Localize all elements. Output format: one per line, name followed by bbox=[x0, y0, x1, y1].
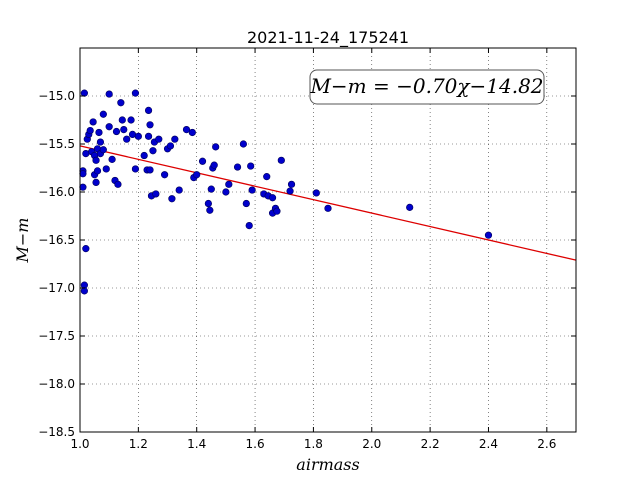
x-tick-label: 2.2 bbox=[421, 437, 440, 451]
data-point bbox=[268, 194, 277, 202]
data-point bbox=[86, 126, 94, 135]
y-tick-label: −17.5 bbox=[38, 329, 75, 343]
data-point bbox=[204, 199, 212, 208]
data-point bbox=[118, 116, 126, 124]
data-point bbox=[79, 183, 87, 191]
fit-annotation: M−m = −0.70χ−14.82 bbox=[309, 69, 545, 105]
data-points bbox=[79, 89, 493, 295]
data-point bbox=[92, 156, 100, 164]
y-tick-label: −16.0 bbox=[38, 185, 75, 199]
data-point bbox=[152, 190, 160, 198]
x-tick-label: 2.4 bbox=[479, 437, 498, 451]
x-tick-label: 1.6 bbox=[246, 437, 265, 451]
data-point bbox=[242, 199, 250, 208]
x-axis-ticks: 1.0 1.2 1.4 1.6 1.8 2.0 2.2 2.4 2.6 bbox=[70, 48, 556, 451]
data-point bbox=[140, 151, 148, 160]
data-point bbox=[406, 203, 414, 211]
data-point bbox=[82, 245, 90, 253]
data-point bbox=[92, 178, 100, 186]
data-point bbox=[168, 195, 176, 203]
annotation-text: M−m = −0.70χ−14.82 bbox=[309, 74, 543, 98]
data-point bbox=[263, 173, 271, 181]
data-point bbox=[96, 138, 105, 146]
data-point bbox=[131, 89, 140, 97]
data-point bbox=[286, 187, 294, 195]
data-point bbox=[112, 127, 121, 136]
data-point bbox=[144, 132, 153, 140]
y-tick-label: −15.0 bbox=[38, 89, 75, 103]
data-point bbox=[175, 186, 183, 194]
y-tick-label: −18.0 bbox=[38, 377, 75, 391]
x-tick-label: 1.4 bbox=[187, 437, 206, 451]
data-point bbox=[89, 118, 97, 126]
data-point bbox=[95, 128, 103, 137]
data-point bbox=[273, 207, 281, 215]
data-point bbox=[79, 170, 87, 178]
y-axis-ticks: −15.0 −15.5 −16.0 −16.5 −17.0 −17.5 −18.0 −18.5 bbox=[38, 89, 576, 439]
data-point bbox=[222, 188, 230, 196]
data-point bbox=[248, 186, 256, 194]
data-point bbox=[102, 165, 110, 173]
data-point bbox=[207, 185, 215, 193]
data-point bbox=[146, 166, 154, 174]
data-point bbox=[166, 142, 175, 150]
data-point bbox=[99, 110, 107, 118]
y-tick-label: −17.0 bbox=[38, 281, 75, 295]
data-point bbox=[161, 171, 169, 179]
x-tick-label: 1.0 bbox=[70, 437, 89, 451]
data-point bbox=[206, 206, 214, 214]
data-point bbox=[123, 135, 131, 143]
y-tick-label: −15.5 bbox=[38, 137, 75, 151]
data-point bbox=[198, 157, 207, 165]
data-point bbox=[312, 189, 320, 197]
data-point bbox=[105, 90, 113, 98]
data-point bbox=[212, 143, 220, 151]
data-point bbox=[210, 161, 218, 169]
x-tick-label: 2.6 bbox=[537, 437, 556, 451]
data-point bbox=[149, 147, 157, 155]
y-tick-label: −16.5 bbox=[38, 233, 75, 247]
data-point bbox=[80, 287, 88, 295]
grid-lines bbox=[79, 48, 576, 433]
data-point bbox=[93, 167, 102, 175]
x-tick-label: 1.2 bbox=[129, 437, 148, 451]
data-point bbox=[277, 156, 285, 164]
data-point bbox=[127, 116, 135, 124]
data-point bbox=[99, 146, 107, 154]
data-point bbox=[155, 135, 163, 143]
data-point bbox=[134, 132, 142, 140]
data-point bbox=[193, 171, 201, 179]
data-point bbox=[120, 126, 128, 134]
fit-line bbox=[79, 145, 577, 261]
data-point bbox=[171, 135, 179, 143]
data-point bbox=[484, 231, 493, 239]
data-point bbox=[80, 89, 88, 97]
data-point bbox=[233, 163, 242, 171]
chart-title: 2021-11-24_175241 bbox=[247, 28, 409, 48]
x-tick-label: 1.8 bbox=[304, 437, 323, 451]
data-point bbox=[105, 123, 113, 131]
data-point bbox=[239, 140, 247, 148]
fit-line-group bbox=[79, 145, 577, 261]
data-point bbox=[188, 128, 196, 137]
data-point bbox=[287, 180, 296, 188]
data-point bbox=[247, 162, 255, 170]
annotation-box bbox=[309, 69, 545, 105]
data-point bbox=[108, 155, 116, 163]
data-point bbox=[182, 126, 191, 134]
data-point bbox=[114, 180, 122, 188]
data-point bbox=[324, 204, 332, 212]
data-point bbox=[225, 180, 233, 188]
x-axis-label: airmass bbox=[296, 455, 359, 474]
x-tick-label: 2.0 bbox=[362, 437, 381, 451]
data-point bbox=[117, 99, 125, 107]
data-point bbox=[146, 121, 154, 129]
data-point bbox=[144, 106, 153, 114]
y-axis-label: M−m bbox=[13, 218, 32, 264]
data-point bbox=[245, 222, 253, 230]
data-point bbox=[131, 165, 140, 173]
y-tick-label: −18.5 bbox=[38, 425, 75, 439]
